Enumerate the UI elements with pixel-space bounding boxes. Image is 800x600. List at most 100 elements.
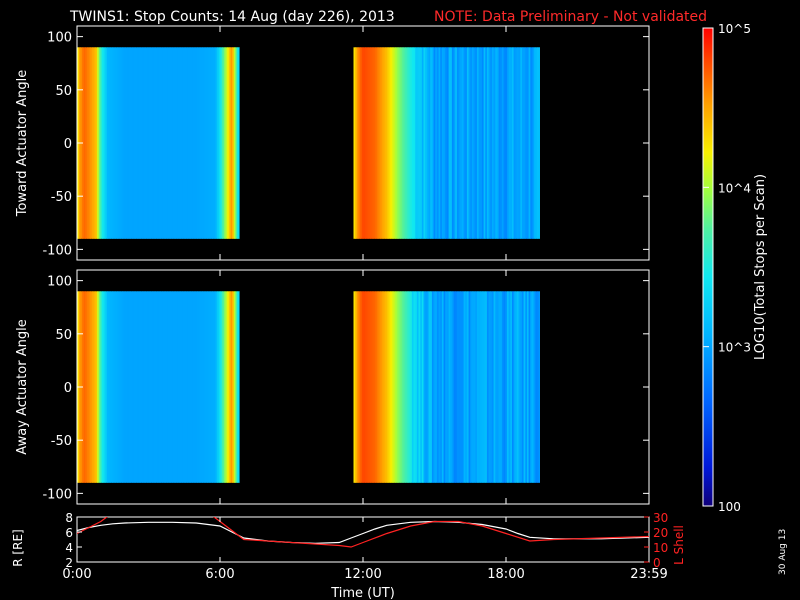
left-tick-label: 4 xyxy=(65,541,73,555)
heatmap-cell-column xyxy=(396,47,400,239)
heatmap-cell-column xyxy=(483,47,486,239)
heatmap-cell-column xyxy=(438,291,441,483)
heatmap-cell-column xyxy=(456,47,460,239)
heatmap-cell-column xyxy=(373,291,376,483)
heatmap-cell-column xyxy=(173,291,177,483)
heatmap-cell-column xyxy=(476,47,480,239)
heatmap-cell-column xyxy=(237,291,240,483)
heatmap-cell-column xyxy=(496,47,500,239)
heatmap-cell-column xyxy=(142,47,145,239)
heatmap-cell-column xyxy=(508,291,511,483)
heatmap-cell-column xyxy=(371,47,375,239)
heatmap-cell-column xyxy=(415,291,418,483)
heatmap-cell-column xyxy=(163,47,167,239)
heatmap-cell-column xyxy=(433,291,436,483)
heatmap-cell-column xyxy=(395,291,398,483)
heatmap-cell-column xyxy=(170,291,173,483)
heatmap-cell-column xyxy=(425,47,428,239)
heatmap-cell-column xyxy=(198,291,202,483)
heatmap-cell-column xyxy=(495,47,498,239)
y-tick-label: -100 xyxy=(42,487,72,502)
heatmap-cell-column xyxy=(356,291,360,483)
colorbar-tick-label: 10^3 xyxy=(718,341,751,355)
left-tick-label: 6 xyxy=(65,526,73,540)
heatmap-cell-column xyxy=(103,47,106,239)
heatmap-cell-column xyxy=(460,291,463,483)
heatmap-cell-column xyxy=(436,291,440,483)
heatmap-cell-column xyxy=(491,47,495,239)
x-tick-label: 23:59 xyxy=(630,567,667,582)
heatmap-cell-column xyxy=(403,291,406,483)
heatmap-cell-column xyxy=(527,47,530,239)
heatmap-cell-column xyxy=(406,291,410,483)
heatmap-cell-column xyxy=(163,291,167,483)
heatmap-cell-column xyxy=(370,47,373,239)
heatmap-cell-column xyxy=(112,47,115,239)
heatmap-cell-column xyxy=(378,291,381,483)
heatmap-cell-column xyxy=(507,291,510,483)
heatmap-cell-column xyxy=(115,291,118,483)
heatmap-cell-column xyxy=(203,291,207,483)
heatmap-cell-column xyxy=(410,47,413,239)
heatmap-cell-column xyxy=(128,291,131,483)
heatmap-cell-column xyxy=(130,291,133,483)
heatmap-cell-column xyxy=(108,291,111,483)
heatmap-cell-column xyxy=(490,47,493,239)
heatmap-cell-column xyxy=(503,291,506,483)
heatmap-cell-column xyxy=(127,47,130,239)
heatmap-cell-column xyxy=(532,291,535,483)
heatmap-cell-column xyxy=(160,291,163,483)
heatmap-cell-column xyxy=(455,47,458,239)
heatmap-cell-column xyxy=(87,47,90,239)
heatmap-cell-column xyxy=(490,291,493,483)
heatmap-cell-column xyxy=(193,47,197,239)
heatmap-cell-column xyxy=(485,291,488,483)
heatmap-cell-column xyxy=(232,291,235,483)
heatmap-cell-column xyxy=(356,47,360,239)
heatmap-cell-column xyxy=(443,291,446,483)
heatmap-cell-column xyxy=(426,47,430,239)
heatmap-cell-column xyxy=(423,291,426,483)
heatmap-cell-column xyxy=(218,47,222,239)
heatmap-cell-column xyxy=(110,291,113,483)
heatmap-cell-column xyxy=(197,47,200,239)
heatmap-cell-column xyxy=(468,47,471,239)
heatmap-cell-column xyxy=(470,47,473,239)
heatmap-cell-column xyxy=(381,291,385,483)
heatmap-cell-column xyxy=(190,291,193,483)
heatmap-cell-column xyxy=(425,291,428,483)
heatmap-cell-column xyxy=(170,47,173,239)
heatmap-cell-column xyxy=(460,47,463,239)
heatmap-cell-column xyxy=(157,291,160,483)
heatmap-cell-column xyxy=(465,291,468,483)
heatmap-cell-column xyxy=(473,47,476,239)
heatmap-cell-column xyxy=(450,47,453,239)
heatmap-cell-column xyxy=(381,47,385,239)
heatmap-cell-column xyxy=(515,291,518,483)
heatmap-cell-column xyxy=(436,47,440,239)
heatmap-cell-column xyxy=(145,47,148,239)
right-tick-label: 10 xyxy=(653,541,668,555)
y-tick-label: -50 xyxy=(51,434,72,449)
heatmap-cell-column xyxy=(105,47,108,239)
heatmap-cell-column xyxy=(510,47,513,239)
heatmap-cell-column xyxy=(175,47,178,239)
heatmap-cell-column xyxy=(358,47,361,239)
heatmap-cell-column xyxy=(208,47,212,239)
heatmap-cell-column xyxy=(220,47,223,239)
heatmap-cell-column xyxy=(406,47,410,239)
heatmap-cell-column xyxy=(478,47,481,239)
heatmap-cell-column xyxy=(411,47,415,239)
heatmap-cell-column xyxy=(461,47,465,239)
heatmap-cell-column xyxy=(172,47,175,239)
heatmap-cell-column xyxy=(475,291,478,483)
right-tick-label: 20 xyxy=(653,526,668,540)
heatmap-cell-column xyxy=(95,291,98,483)
heatmap-cell-column xyxy=(355,291,358,483)
heatmap-cell-column xyxy=(143,47,146,239)
heatmap-cell-column xyxy=(133,291,136,483)
heatmap-cell-column xyxy=(157,47,160,239)
heatmap-cell-column xyxy=(93,291,96,483)
heatmap-cell-column xyxy=(85,291,88,483)
